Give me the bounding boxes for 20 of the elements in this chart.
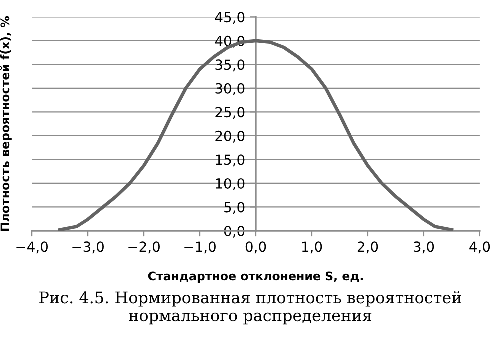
x-tick-label: 1,0 [302,242,322,254]
x-tick-label: −1,0 [184,242,216,254]
x-tick-label: −2,0 [128,242,160,254]
y-tick-label: 10,0 [216,178,245,190]
x-tick-label: 4,0 [470,242,490,254]
x-tick-label: −3,0 [72,242,104,254]
y-tick-label: 45,0 [215,12,245,24]
x-tick-label: −4,0 [16,242,48,254]
x-tick-label: 3,0 [414,242,434,254]
y-tick-label: 15,0 [216,154,245,167]
text: Рис. 4.5. Нормированная плотность вероятностей нормального распределения [40,291,462,325]
y-axis-title: Плотность вероятностей f(x), % [0,16,12,232]
x-tick-label: 2,0 [358,242,378,254]
y-tick-label: 20,0 [216,130,245,143]
x-tick-label: 0,0 [246,242,266,254]
y-tick-label: 35,0 [216,60,245,72]
y-tick-label: 30,0 [216,83,245,96]
y-tick-label: 25,0 [216,107,245,120]
x-axis-title: Стандартное отклонение S, ед. [148,272,363,283]
y-tick-label: 5,0 [224,202,245,214]
